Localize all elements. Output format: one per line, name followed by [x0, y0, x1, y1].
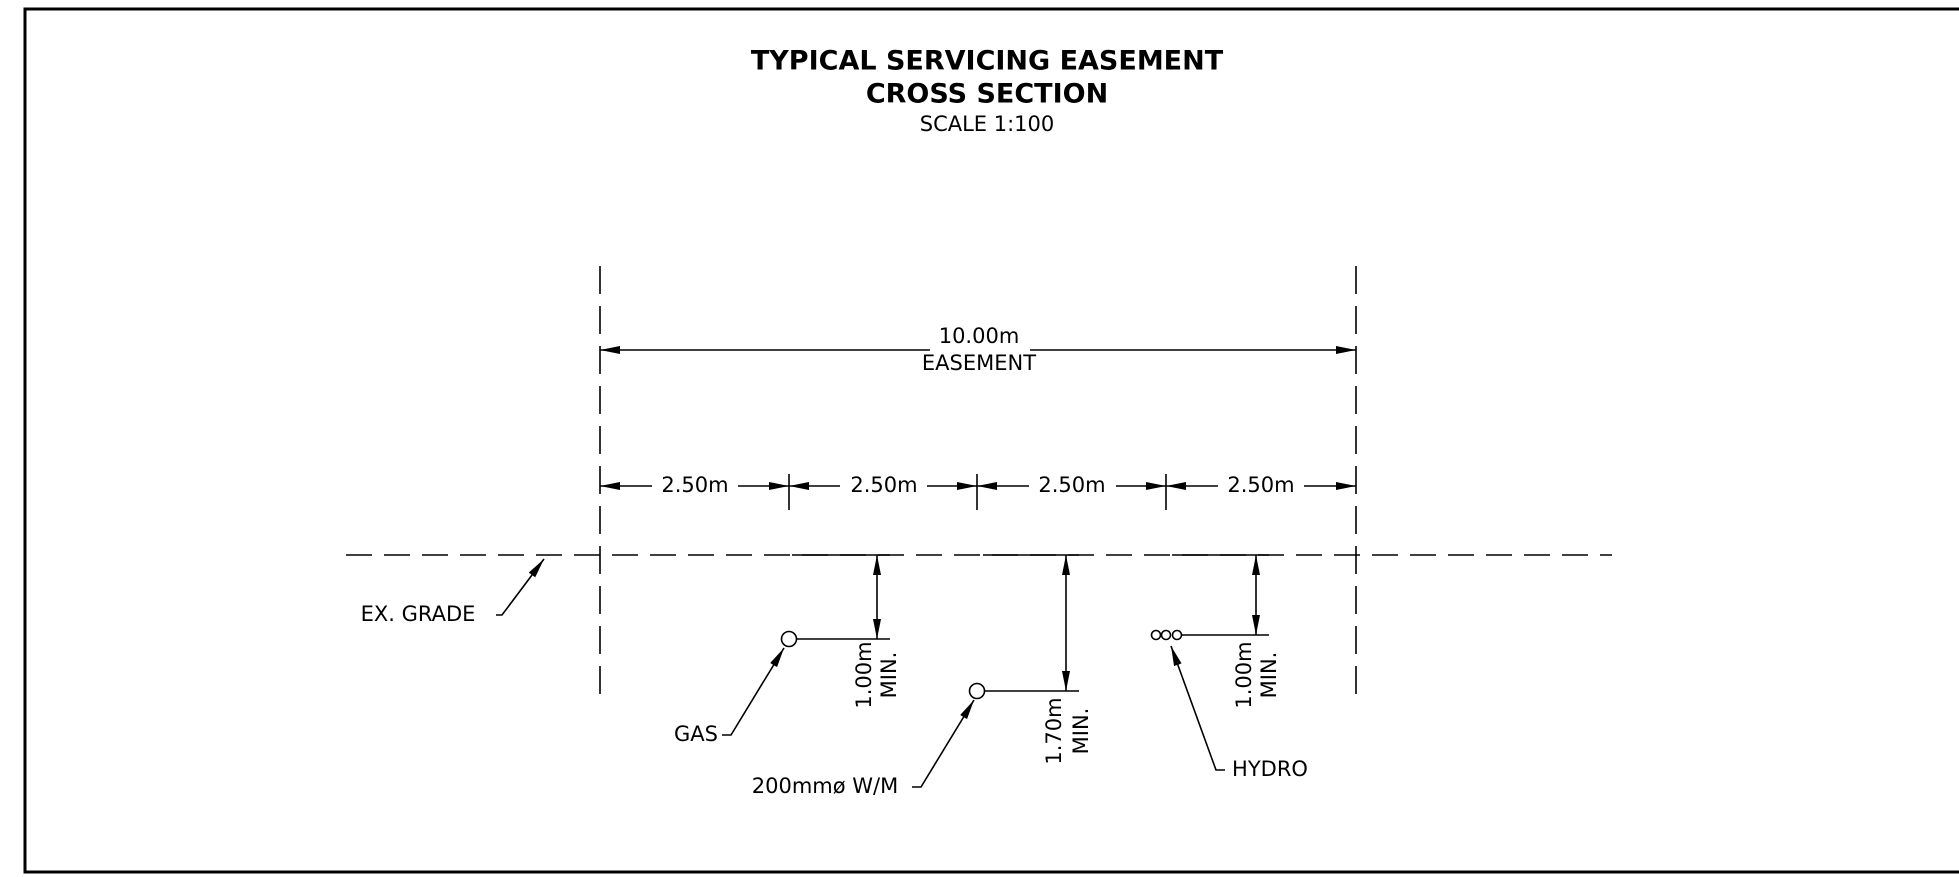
title: CROSS SECTION	[866, 79, 1108, 110]
water-main: 1.70m MIN. 200mmø W/M	[752, 554, 1093, 798]
easement-dimension: 10.00m EASEMENT	[600, 324, 1356, 375]
segment-label: 2.50m	[850, 473, 917, 497]
dimension-label: EASEMENT	[922, 351, 1036, 375]
dimension-label: 10.00m	[939, 324, 1020, 348]
hydro: 1.00m MIN. HYDRO	[1150, 554, 1308, 781]
segment-label: 2.50m	[1038, 473, 1105, 497]
border	[23, 7, 1959, 874]
gas: 1.00m MIN. GAS	[674, 554, 901, 746]
depth-note: MIN.	[1069, 708, 1093, 755]
utility-label: GAS	[674, 722, 718, 746]
title: TYPICAL SERVICING EASEMENT	[751, 46, 1224, 77]
easement-limits	[599, 266, 1357, 694]
depth-label: 1.70m	[1042, 697, 1066, 764]
depth-note: MIN.	[1257, 652, 1281, 699]
grade-label: EX. GRADE	[361, 602, 476, 626]
segment-label: 2.50m	[661, 473, 728, 497]
depth-label: 1.00m	[852, 641, 876, 708]
leader	[496, 558, 545, 616]
utility-label: 200mmø W/M	[752, 774, 898, 798]
depth-note: MIN.	[877, 652, 901, 699]
segment-label: 2.50m	[1227, 473, 1294, 497]
scale: SCALE 1:100	[920, 112, 1055, 136]
utility-label: HYDRO	[1232, 757, 1308, 781]
depth-label: 1.00m	[1232, 641, 1256, 708]
segment-dimensions: 2.50m 2.50m 2.50m 2.50m	[600, 473, 1356, 510]
